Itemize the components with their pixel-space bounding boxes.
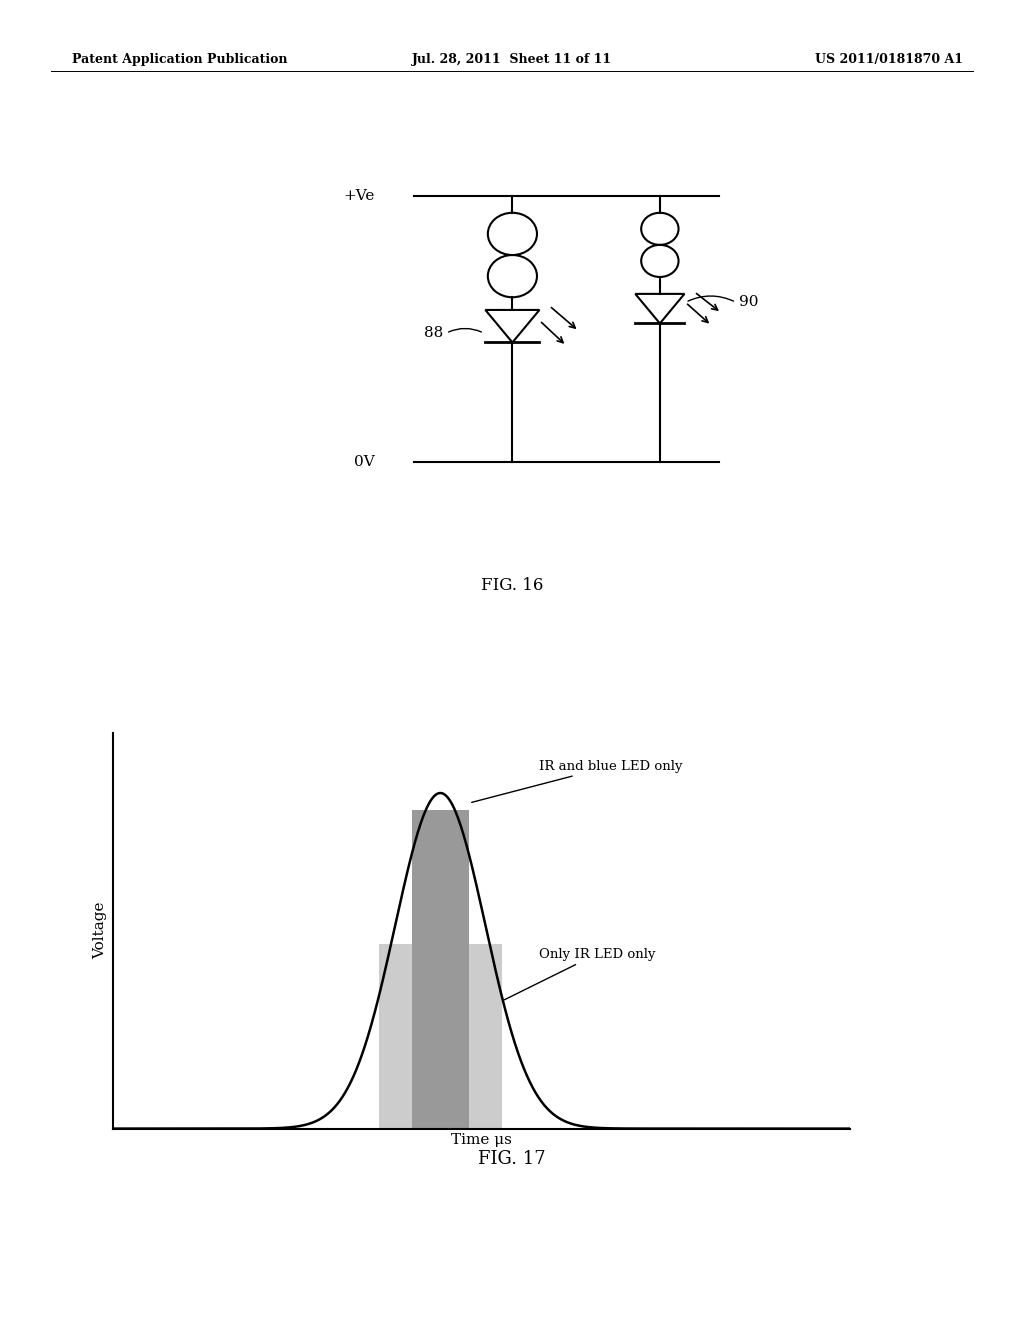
Text: +Ve: +Ve — [343, 189, 375, 203]
Text: FIG. 17: FIG. 17 — [478, 1150, 546, 1168]
Bar — [379, 944, 502, 1129]
Text: US 2011/0181870 A1: US 2011/0181870 A1 — [814, 53, 963, 66]
Text: IR and blue LED only: IR and blue LED only — [472, 759, 682, 803]
Text: 0V: 0V — [354, 455, 375, 469]
Text: 88: 88 — [424, 326, 443, 341]
Text: 90: 90 — [738, 296, 758, 309]
Text: Only IR LED only: Only IR LED only — [504, 948, 655, 999]
Text: FIG. 16: FIG. 16 — [481, 577, 543, 594]
Y-axis label: Voltage: Voltage — [93, 902, 108, 960]
X-axis label: Time μs: Time μs — [451, 1133, 512, 1147]
Text: Jul. 28, 2011  Sheet 11 of 11: Jul. 28, 2011 Sheet 11 of 11 — [412, 53, 612, 66]
Bar — [412, 809, 469, 1129]
Text: Patent Application Publication: Patent Application Publication — [72, 53, 287, 66]
